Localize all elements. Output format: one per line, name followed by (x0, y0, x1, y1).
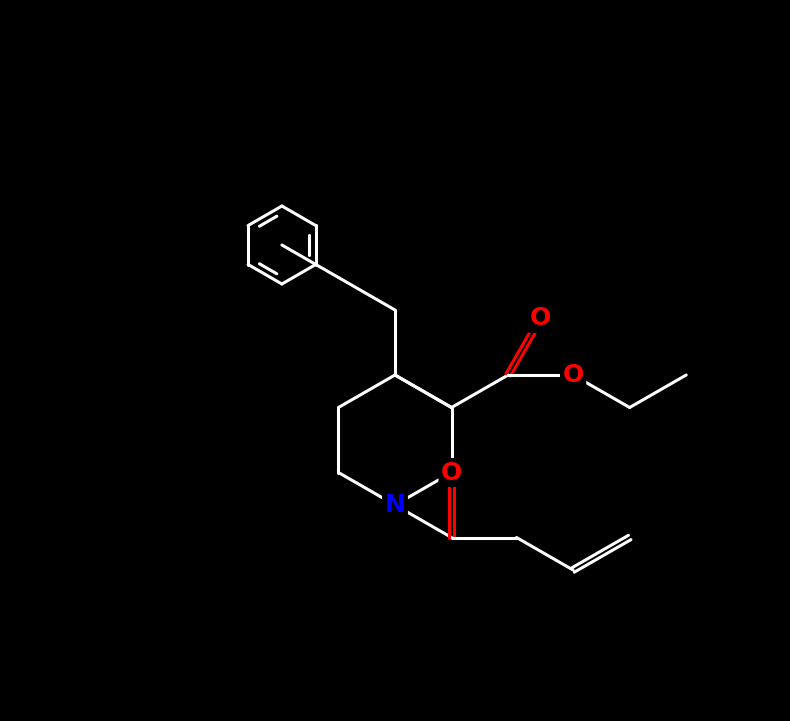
Text: O: O (441, 461, 462, 485)
Text: N: N (385, 493, 405, 517)
Text: O: O (562, 363, 584, 387)
Text: O: O (530, 306, 551, 330)
